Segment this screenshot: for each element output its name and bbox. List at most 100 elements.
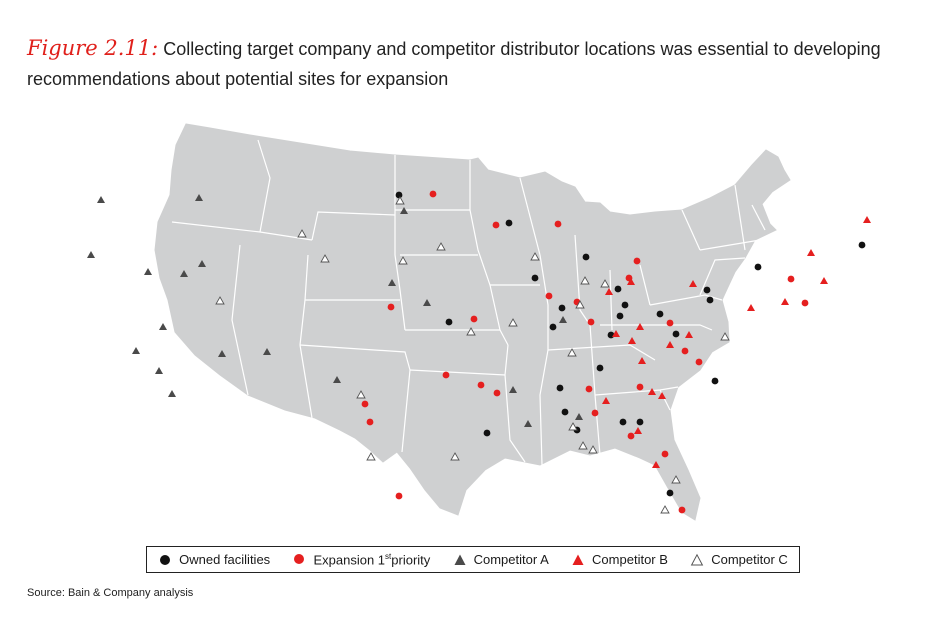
expansion-site-marker <box>366 418 374 426</box>
state-border <box>751 204 766 231</box>
owned-facility-marker <box>483 429 491 437</box>
state-border <box>311 211 396 241</box>
expansion-site-marker <box>545 292 553 300</box>
competitor-c-marker <box>660 505 670 514</box>
competitor-b-marker <box>612 330 620 337</box>
competitor-a-marker <box>87 251 95 258</box>
competitor-b-marker <box>689 280 697 287</box>
expansion-site-marker <box>627 432 635 440</box>
state-border <box>469 160 501 331</box>
owned-facility-marker <box>558 304 566 312</box>
expansion-site-marker <box>492 221 500 229</box>
competitor-b-marker <box>634 427 642 434</box>
competitor-c-marker <box>398 256 408 265</box>
state-border <box>401 369 411 453</box>
legend-owned: Owned facilities <box>158 552 270 567</box>
competitor-b-marker <box>658 392 666 399</box>
competitor-b-marker <box>638 357 646 364</box>
competitor-b-marker <box>602 397 610 404</box>
expansion-dot-icon <box>294 554 305 565</box>
owned-facility-marker <box>706 296 714 304</box>
competitor-a-marker <box>132 347 140 354</box>
competitor-b-marker <box>863 216 871 223</box>
legend-owned-label: Owned facilities <box>179 552 271 567</box>
competitor-c-marker <box>671 475 681 484</box>
owned-facility-marker <box>395 191 403 199</box>
source-note: Source: Bain & Company analysis <box>27 587 194 599</box>
expansion-site-marker <box>395 492 403 500</box>
competitor-c-marker <box>567 348 577 357</box>
owned-facility-marker <box>561 408 569 416</box>
owned-facility-marker <box>619 418 627 426</box>
expansion-site-marker <box>661 450 669 458</box>
competitor-c-marker <box>395 196 405 205</box>
state-border <box>231 244 249 396</box>
owned-dot-icon <box>160 554 171 565</box>
state-border <box>299 344 313 419</box>
state-border <box>734 184 746 251</box>
competitor-b-marker <box>781 298 789 305</box>
competitor-b-marker <box>628 337 636 344</box>
legend-comp-a: Competitor A <box>453 552 549 567</box>
competitor-b-marker <box>747 304 755 311</box>
owned-facility-marker <box>711 377 719 385</box>
competitor-a-marker <box>509 386 517 393</box>
owned-facility-marker <box>858 241 866 249</box>
owned-facility-marker <box>621 301 629 309</box>
expansion-site-marker <box>429 190 437 198</box>
state-border <box>299 344 411 371</box>
competitor-a-marker <box>218 350 226 357</box>
state-border <box>681 209 701 251</box>
competitor-a-marker <box>423 299 431 306</box>
state-border <box>699 239 761 251</box>
state-border <box>547 344 656 361</box>
legend-comp-a-label: Competitor A <box>473 552 549 567</box>
competitor-a-marker <box>559 316 567 323</box>
expansion-site-marker <box>442 371 450 379</box>
expansion-site-marker <box>681 347 689 355</box>
figure-title: Collecting target company and competitor… <box>27 39 881 89</box>
competitor-a-marker <box>575 413 583 420</box>
legend-expansion-tail: priority <box>391 552 431 568</box>
competitor-c-marker <box>508 318 518 327</box>
competitor-c-marker <box>436 242 446 251</box>
expansion-site-marker <box>678 506 686 514</box>
competitor-b-marker <box>636 323 644 330</box>
facility-markers <box>87 190 871 514</box>
competitor-a-marker <box>97 196 105 203</box>
owned-facility-marker <box>614 285 622 293</box>
competitor-b-marker <box>666 341 674 348</box>
expansion-site-marker <box>801 299 809 307</box>
owned-facility-marker <box>549 323 557 331</box>
legend-expansion-main: Expansion 1 <box>313 552 386 568</box>
expansion-site-marker <box>787 275 795 283</box>
expansion-site-marker <box>585 385 593 393</box>
comp-b-triangle-icon <box>572 554 584 565</box>
expansion-site-marker <box>666 319 674 327</box>
legend-comp-b: Competitor B <box>571 552 668 567</box>
expansion-site-marker <box>361 400 369 408</box>
state-border <box>257 139 271 233</box>
expansion-site-marker <box>554 220 562 228</box>
competitor-c-marker <box>466 327 476 336</box>
expansion-site-marker <box>587 318 595 326</box>
competitor-c-marker <box>575 300 585 309</box>
competitor-a-marker <box>159 323 167 330</box>
competitor-a-marker <box>524 420 532 427</box>
owned-facility-marker <box>596 364 604 372</box>
competitor-a-marker <box>263 348 271 355</box>
competitor-c-marker <box>600 279 610 288</box>
competitor-c-marker <box>530 252 540 261</box>
legend-expansion-sup: st <box>385 551 392 561</box>
competitor-c-marker <box>356 390 366 399</box>
expansion-site-marker <box>493 389 501 397</box>
legend-comp-c-label: Competitor C <box>711 552 788 567</box>
competitor-c-marker <box>578 441 588 450</box>
owned-facility-marker <box>556 384 564 392</box>
competitor-a-marker <box>195 194 203 201</box>
owned-facility-marker <box>672 330 680 338</box>
expansion-site-marker <box>477 381 485 389</box>
owned-facility-marker <box>531 274 539 282</box>
comp-c-triangle-icon <box>690 553 704 565</box>
